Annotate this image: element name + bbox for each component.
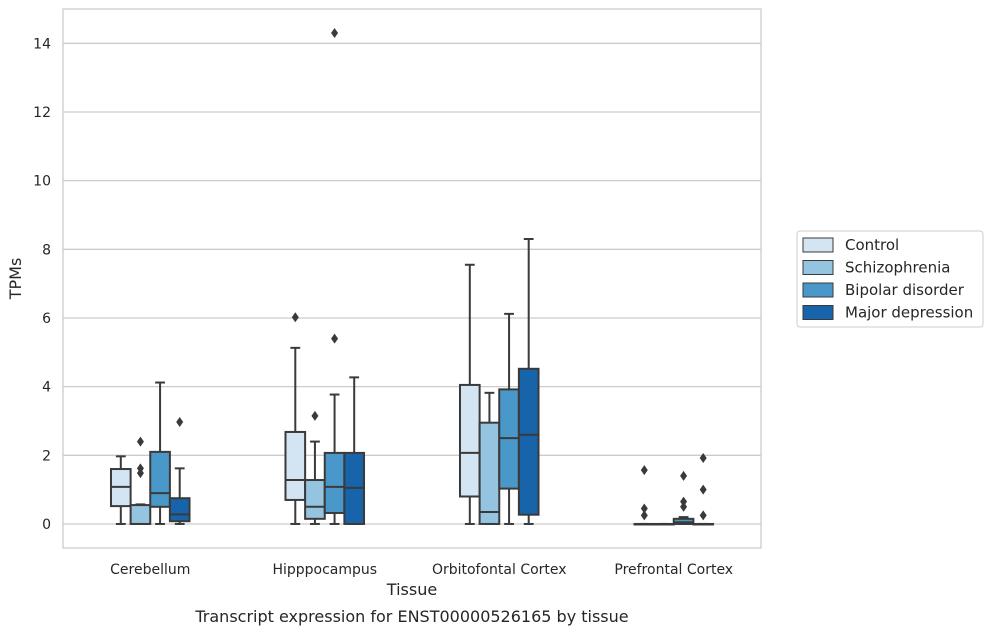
- box-body: [458, 383, 481, 498]
- outlier-marker: [640, 503, 648, 514]
- plot-frame: [62, 8, 762, 549]
- box-body: [129, 504, 152, 525]
- outlier-marker: [176, 417, 184, 428]
- legend-swatch: [802, 260, 834, 275]
- outlier-marker: [640, 510, 648, 521]
- x-tick-label: Orbitofontal Cortex: [432, 562, 567, 578]
- grid-lines: [63, 42, 761, 525]
- outlier-marker: [331, 28, 339, 39]
- box-group: [633, 465, 656, 526]
- box-body: [478, 421, 501, 525]
- x-tick-label: Hipppocampus: [272, 562, 377, 578]
- box-group: [109, 455, 132, 525]
- box-group: [517, 238, 540, 525]
- outlier-marker: [699, 484, 707, 495]
- legend-swatch: [802, 237, 834, 253]
- y-axis-label: TPMs: [6, 258, 25, 301]
- box-group: [129, 436, 152, 525]
- legend-swatch: [802, 305, 834, 320]
- y-axis-ticks: 0 2 4 6 8 10 12 14: [33, 36, 51, 533]
- y-tick-label: 0: [42, 517, 51, 533]
- box-body: [284, 430, 307, 501]
- legend-frame: [796, 230, 984, 328]
- outlier-marker: [331, 333, 339, 344]
- x-tick-label: Cerebellum: [110, 562, 190, 578]
- box-group: [343, 376, 366, 525]
- outlier-marker: [291, 312, 299, 323]
- y-tick-label: 6: [42, 311, 51, 327]
- y-tick-label: 4: [42, 380, 51, 396]
- outlier-marker: [680, 501, 688, 512]
- boxes: [109, 28, 715, 526]
- box-group: [478, 391, 501, 525]
- chart-caption: Transcript expression for ENST0000052616…: [194, 607, 628, 626]
- box-body: [517, 367, 540, 516]
- box-body: [323, 451, 346, 514]
- legend-label: Bipolar disorder: [845, 281, 965, 299]
- box-group: [149, 381, 171, 525]
- legend-label: Control: [845, 236, 899, 254]
- box-body: [168, 497, 191, 523]
- box-group: [304, 410, 326, 525]
- box-group: [323, 28, 346, 525]
- outlier-marker: [136, 436, 144, 447]
- box-group: [672, 470, 695, 525]
- y-tick-label: 14: [33, 36, 51, 52]
- outlier-marker: [699, 510, 707, 521]
- legend: Control Schizophrenia Bipolar disorder Majo…: [796, 230, 984, 328]
- box-group: [284, 312, 307, 525]
- outlier-marker: [680, 470, 688, 481]
- box-group: [458, 263, 481, 525]
- box-group: [168, 417, 191, 525]
- y-tick-label: 2: [42, 448, 51, 464]
- legend-swatch: [802, 282, 834, 298]
- outlier-marker: [136, 463, 144, 474]
- box-body: [149, 450, 171, 508]
- box-group: [692, 453, 715, 526]
- y-tick-label: 12: [33, 105, 51, 121]
- x-axis-label: Tissue: [386, 580, 437, 599]
- legend-label: Major depression: [845, 304, 973, 322]
- x-axis-ticks: Cerebellum Hipppocampus Orbitofontal Corte…: [110, 562, 733, 578]
- legend-label: Schizophrenia: [845, 259, 950, 277]
- box-group: [498, 312, 520, 525]
- outlier-marker: [680, 496, 688, 507]
- y-tick-label: 10: [33, 174, 51, 190]
- box-group: [653, 522, 675, 526]
- outlier-marker: [311, 410, 319, 421]
- box-body: [304, 479, 326, 520]
- outlier-marker: [699, 453, 707, 464]
- x-tick-label: Prefrontal Cortex: [614, 562, 733, 578]
- y-tick-label: 8: [42, 242, 51, 258]
- outlier-marker: [640, 465, 648, 476]
